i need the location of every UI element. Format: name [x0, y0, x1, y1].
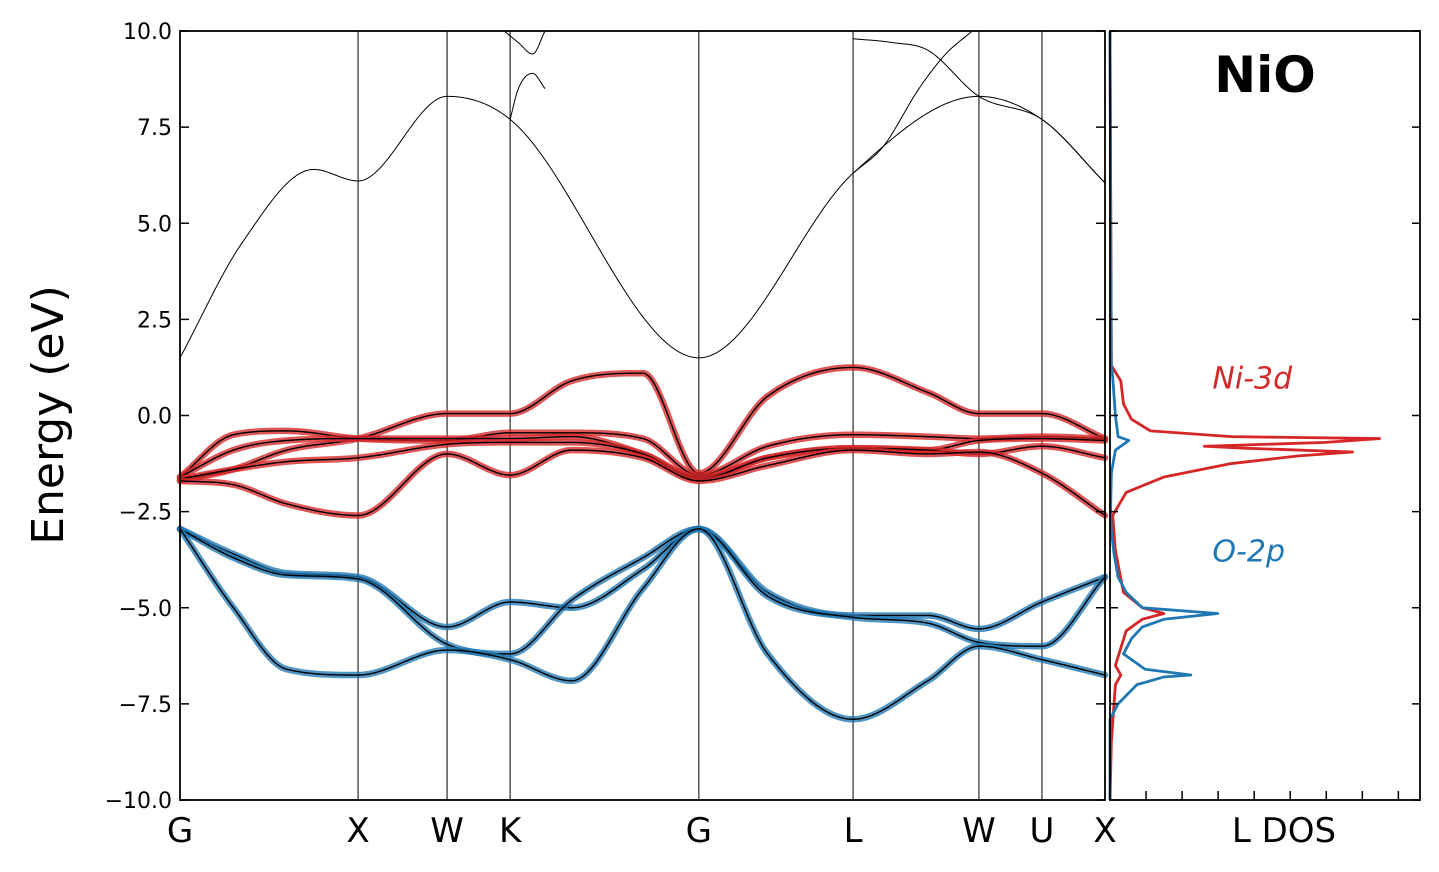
y-tick-label: 10.0	[123, 20, 172, 45]
y-tick-label: −10.0	[105, 789, 172, 814]
y-axis-ticks: −10.0 −7.5 −5.0 −2.5 0.0 2.5 5.0 7.5 10.0	[105, 20, 1105, 814]
kpoint-label-g: G	[167, 811, 193, 851]
dos-x-axis-label: L DOS	[1232, 811, 1336, 851]
dos-curve-ni-3d	[1108, 30, 1381, 801]
y-tick-label: −7.5	[119, 693, 172, 718]
conduction-band-4	[852, 30, 973, 174]
dos-axis-ticks	[1110, 30, 1420, 801]
y-tick-label: 7.5	[137, 116, 172, 141]
dos-plot-frame	[1109, 30, 1421, 801]
y-tick-label: 5.0	[137, 212, 172, 237]
chart-title: NiO	[1214, 46, 1316, 104]
dos-annotation-ni-3d: Ni-3d	[1212, 362, 1293, 397]
kpoint-label-k: K	[499, 811, 523, 851]
dos-curve-o-2p	[1108, 30, 1220, 800]
ni-3d-band-5	[179, 366, 1106, 482]
band-plot-frame	[179, 30, 1106, 801]
conduction-band-0	[179, 95, 1106, 359]
y-tick-label: −5.0	[119, 597, 172, 622]
ni-3d-band-fatband-5	[176, 364, 1109, 485]
band-curves	[176, 30, 1109, 723]
dos-annotation-o-2p: O-2p	[1212, 535, 1285, 570]
conduction-band-3	[853, 38, 1106, 184]
kpoint-label-g: G	[686, 811, 712, 851]
kpoint-label-w: W	[430, 811, 464, 851]
o-2p-band-11	[179, 528, 1106, 655]
y-tick-label: 0.0	[137, 405, 172, 430]
kpoint-label-x: X	[1093, 811, 1116, 851]
conduction-band-1	[509, 72, 546, 120]
y-tick-label: 2.5	[137, 308, 172, 333]
kpoint-label-x: X	[346, 811, 369, 851]
y-axis-label: Energy (eV)	[23, 285, 74, 545]
o-2p-band-12	[179, 528, 1106, 720]
ni-3d-band-9	[179, 449, 1106, 517]
conduction-band-2	[503, 30, 546, 55]
kpoint-label-l: L	[844, 811, 863, 851]
dos-curves	[1108, 30, 1381, 801]
dos-panel: NiO L DOS Ni-3d O-2p	[1108, 30, 1421, 851]
y-tick-label: −2.5	[119, 501, 172, 526]
dos-annotations: Ni-3d O-2p	[1212, 362, 1293, 570]
kpoint-label-w: W	[962, 811, 996, 851]
kpoint-label-u: U	[1030, 811, 1055, 851]
